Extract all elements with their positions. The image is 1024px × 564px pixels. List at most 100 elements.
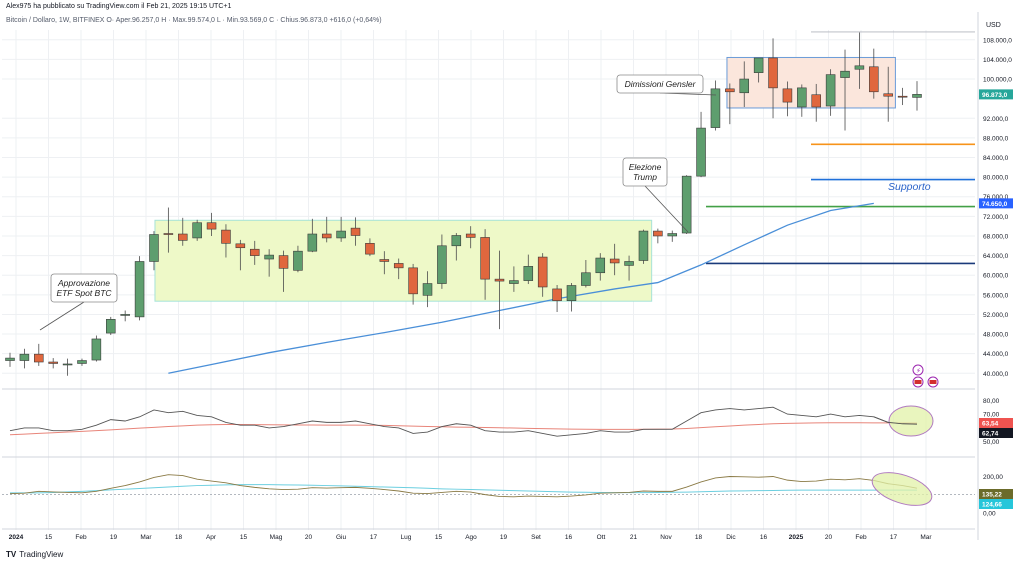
us-flag-icon [914,380,922,384]
time-tick-label: Feb [855,534,867,541]
tradingview-brand[interactable]: TV TradingView [6,550,63,559]
candle-down [782,88,793,103]
time-tick-label: 19 [110,534,118,541]
price-tick-label: 108.000,0 [983,37,1012,44]
candle-up [19,353,30,361]
candle-up [566,285,577,302]
rsi-tick-label: 50,00 [983,439,1000,446]
annotation-trump-box [622,157,668,187]
annotation-etf-pointer [39,301,85,331]
price-tick-label: 52.000,0 [983,312,1009,319]
price-badge: 74.650,0 [982,201,1008,208]
candle-down [897,95,908,98]
candle-up [595,257,606,274]
time-tick-label: Giu [336,534,347,541]
time-tick-label: Ago [465,534,477,541]
candle-up [192,222,202,239]
candle-down [480,237,490,280]
candle-up [62,363,73,366]
time-axis: 2024 15 Feb 19 Mar 18 Apr 15 Mag 20 Giu 17 Lug 15 Ago 1… [9,534,933,541]
time-tick-label: Mar [140,534,152,541]
time-tick-label: 15 [240,534,248,541]
us-flag-icon [929,380,937,384]
price-tick-label: 68.000,0 [983,233,1009,240]
candle-down [278,255,289,269]
time-tick-label: Mar [920,534,932,541]
rsi-pane [9,405,934,437]
price-tick-label: 64.000,0 [983,253,1009,260]
price-tick-label: 104.000,0 [983,57,1012,64]
candle-up [739,78,750,94]
time-tick-label: 2025 [789,534,804,541]
rsi-line [9,406,918,437]
candle-up [5,357,15,361]
price-tick-label: 56.000,0 [983,292,1009,299]
candle-down [494,278,505,282]
candle-down [811,94,821,108]
support-label: Supporto [888,181,931,193]
price-tick-label: 88.000,0 [983,135,1009,142]
candle-up [681,175,692,234]
candle-down [609,258,620,264]
candle-up [77,360,87,364]
candle-up [307,233,318,252]
price-tick-label: 80.000,0 [983,175,1009,182]
currency-label: USD [986,22,1001,29]
osc-tick-label: 200,00 [983,474,1003,481]
candle-down [725,88,735,93]
time-tick-label: 19 [500,534,508,541]
time-tick-label: 18 [695,534,703,541]
lightning-glyph-icon: ⚡ [916,367,921,375]
time-tick-label: Dic [726,534,736,541]
candle-down [552,288,562,302]
candle-down [350,227,361,236]
time-tick-label: Set [531,534,541,541]
time-tick-label: 16 [565,534,573,541]
osc-line [9,474,918,498]
candle-down [393,263,404,269]
tradingview-logo-icon: TV [6,550,17,559]
candle-down [768,57,778,89]
brand-label: TradingView [19,550,64,559]
symbol-info: Bitcoin / Dollaro, 1W, BITFINEX O· Aper.… [6,17,382,24]
candle-up [696,127,706,177]
annotation-gensler-box [616,74,704,94]
candle-up [753,57,764,73]
annotation-etf-box [50,273,118,303]
rsi-highlight-ellipse [888,405,934,437]
time-tick-label: Feb [75,534,87,541]
candle-down [379,259,390,262]
candlesticks [5,32,922,376]
annotation-etf-text: ETF Spot BTC [56,288,112,298]
candle-up [422,283,433,296]
osc-badge-bg [979,499,1013,509]
annotation-trump-text: Elezione [629,162,662,172]
candle-down [235,243,246,249]
candle-down [537,256,548,288]
candle-up [293,250,303,271]
candle-down [221,229,231,244]
candle-up [134,261,145,318]
price-tick-label: 76.000,0 [983,194,1009,201]
time-tick-label: 17 [370,534,378,541]
price-badge: 96.873,0 [982,92,1008,99]
time-tick-label: 17 [890,534,898,541]
osc-highlight-ellipse [871,472,933,506]
time-tick-label: Lug [401,534,412,541]
publisher-line: Alex975 ha pubblicato su TradingView.com… [6,3,232,10]
time-tick-label: Ott [597,534,606,541]
candle-down [869,66,879,93]
candle-up [912,94,922,98]
oscillator-pane [2,472,975,506]
rsi-badge-bg [979,418,1013,428]
annotation-gensler-text: Dimissioni Gensler [625,79,697,89]
candle-up [509,280,519,284]
candle-up [149,234,159,262]
annotation-trump-text: Trump [633,172,657,182]
time-tick-label: 18 [175,534,183,541]
horizontal-levels [706,31,975,265]
rsi-line-tail [873,416,918,425]
candle-down [365,243,375,255]
